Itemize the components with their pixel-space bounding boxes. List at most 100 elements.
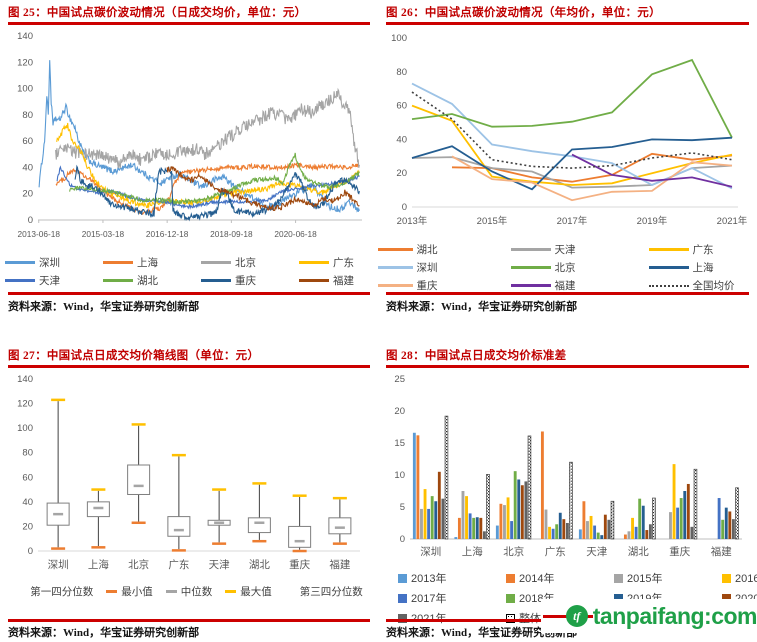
- bar-湖北-2016年: [631, 517, 634, 539]
- bar-湖北-2020年: [645, 530, 649, 539]
- category-label: 天津: [586, 546, 607, 558]
- legend-item-上海: 上海: [103, 255, 177, 270]
- legend-swatch: [722, 593, 731, 603]
- axis-tick-label: 2018-09-18: [210, 229, 253, 239]
- bar-深圳-2018年: [430, 496, 434, 539]
- axis-tick-label: 40: [396, 134, 407, 145]
- legend-item-北京: 北京: [510, 260, 625, 275]
- bar-广东-2021年: [565, 523, 569, 539]
- axis-tick-label: 2013年: [397, 215, 428, 227]
- bar-重庆-2018年: [679, 498, 683, 539]
- series-line-湖北: [451, 152, 733, 183]
- legend-item-深圳: 深圳: [378, 260, 487, 275]
- series-line-全国均价: [411, 91, 733, 169]
- figure-26-line-chart: 0 20 40 60 80 100 2013年 2015年 2017年 2019年 2021年: [386, 28, 749, 238]
- legend-swatch: [103, 261, 133, 264]
- fig26-canvas: 0 20 40 60 80 100 2013年 2015年 2017年 2019年 2021年: [391, 33, 748, 227]
- legend-item-湖北: 湖北: [103, 273, 177, 288]
- legend-swatch: [103, 279, 133, 282]
- category-label: 上海: [462, 545, 483, 558]
- bar-广东-2020年: [562, 519, 566, 539]
- category-label: 重庆: [289, 558, 310, 571]
- axis-tick-label: 20: [394, 406, 405, 417]
- fig28-canvas: 0 5 10 15 20 25 深圳 上海 北京 广东 天津 湖北 重庆 福建: [394, 374, 742, 558]
- bar-广东-2018年: [555, 524, 559, 539]
- legend-item-天津: 天津: [5, 273, 79, 288]
- axis-tick-label: 2017年: [557, 215, 588, 227]
- min-cap: [292, 549, 307, 553]
- figure-25-legend: 深圳 上海 北京 广东 天津 湖北 重庆 福建: [5, 255, 373, 288]
- bar-广东-2017年: [551, 528, 555, 539]
- figure-26-title: 图 26：中国试点碳价波动情况（年均价，单位：元）: [386, 7, 661, 19]
- figure-26-legend: 湖北 天津 广东 深圳 北京 上海 重庆 福建 全国均价: [378, 242, 749, 293]
- category-label: 天津: [209, 559, 230, 571]
- axis-tick-label: 0: [400, 534, 405, 545]
- legend-swatch: [225, 590, 237, 593]
- legend-label: 2014年: [519, 573, 555, 585]
- legend-label: 福建: [554, 280, 576, 292]
- figure-28-title: 图 28：中国试点日成交均价标准差: [386, 350, 567, 362]
- median-dash: [254, 521, 265, 524]
- legend-item-广东: 广东: [299, 255, 373, 270]
- bar-重庆-2020年: [686, 483, 690, 539]
- figure-28-bar-chart: 0 5 10 15 20 25 深圳 上海 北京 广东 天津 湖北 重庆 福建: [386, 371, 749, 568]
- median-dash: [93, 506, 104, 510]
- axis-tick-label: 2016-12-18: [146, 229, 189, 239]
- series-line-福建: [166, 166, 360, 212]
- legend-swatch: [510, 266, 551, 269]
- bar-深圳-2016年: [423, 489, 427, 539]
- source-note: 资料来源：Wind，华宝证券研究创新部: [386, 301, 578, 313]
- legend-label: 2017年: [411, 593, 447, 605]
- category-label: 北京: [503, 545, 524, 558]
- median-dash: [133, 484, 144, 488]
- legend-label: 2013年: [411, 573, 447, 585]
- figure-27-title: 图 27：中国试点日成交均价箱线图（单位：元）: [8, 350, 260, 362]
- max-cap: [212, 488, 227, 491]
- bar-天津-2018年: [596, 532, 600, 539]
- legend-label: 北京: [554, 262, 576, 274]
- bar-上海-2020年: [479, 517, 483, 539]
- legend-item-2014年: 2014年: [506, 570, 590, 586]
- bar-深圳-2021年: [441, 498, 445, 539]
- box-北京: [127, 464, 151, 495]
- bar-广东-2019年: [558, 512, 562, 539]
- legend-swatch: [506, 573, 515, 583]
- legend-item-天津: 天津: [510, 242, 625, 257]
- axis-tick-label: 15: [394, 438, 405, 449]
- legend-swatch: [201, 261, 231, 264]
- category-label: 湖北: [249, 559, 270, 571]
- legend-swatch: [378, 266, 413, 269]
- legend-label: 重庆: [416, 280, 438, 292]
- legend-item-深圳: 深圳: [5, 255, 79, 270]
- axis-tick-label: 100: [17, 84, 33, 95]
- bar-上海-2021年: [482, 531, 486, 539]
- bar-福建-2018年: [721, 519, 725, 539]
- figure-25-line-chart: 0 20 40 60 80 100 120 140 2013-06-18 2015-03-18 20…: [8, 28, 370, 251]
- axis-tick-label: 0: [28, 215, 33, 226]
- axis-tick-label: 60: [396, 101, 407, 112]
- bar-北京-2016年: [506, 497, 510, 539]
- legend-swatch: [201, 279, 231, 282]
- series-line-深圳: [411, 82, 733, 190]
- bar-福建-2017年: [717, 498, 721, 539]
- axis-tick-label: 2015-03-18: [82, 229, 125, 239]
- legend-swatch: [398, 573, 407, 583]
- bar-天津-2017年: [593, 525, 597, 539]
- figure-25-title: 图 25：中国试点碳价波动情况（日成交均价，单位：元）: [8, 7, 307, 19]
- median-dash: [214, 521, 225, 524]
- bar-天津-2015年: [586, 521, 589, 539]
- legend-item-湖北: 湖北: [378, 242, 487, 257]
- series-line-重庆: [451, 155, 733, 202]
- box-湖北: [247, 517, 271, 534]
- min-cap: [171, 549, 186, 552]
- legend-label: 上海: [692, 262, 714, 274]
- median-dash: [294, 539, 305, 543]
- source-note: 资料来源：Wind，华宝证券研究创新部: [386, 627, 578, 639]
- max-cap: [51, 398, 66, 402]
- bar-天津-2016年: [589, 515, 593, 539]
- legend-item-2017年: 2017年: [398, 590, 482, 606]
- legend-swatch: [722, 573, 731, 583]
- legend-item-第一四分位数: 第一四分位数: [15, 584, 93, 599]
- axis-tick-label: 60: [22, 472, 33, 483]
